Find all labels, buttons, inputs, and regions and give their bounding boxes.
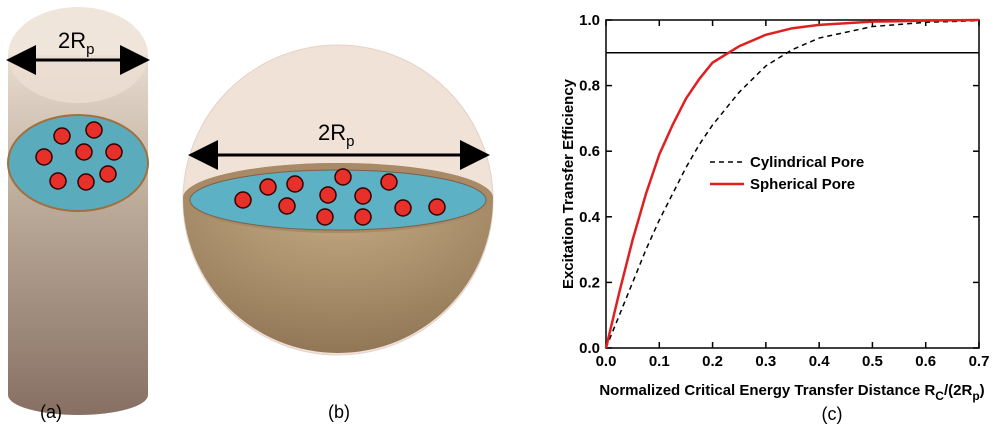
y-tick-label: 0.0	[579, 340, 600, 357]
figure: 2Rp (a) 2Rp (b) Excitation Transfer Effi…	[0, 0, 1005, 432]
panel-label: (c)	[822, 404, 843, 424]
cylinder-diagram: 2Rp (a)	[8, 7, 148, 422]
x-tick-label: 0.5	[862, 353, 883, 370]
x-tick-label: 0.3	[755, 353, 776, 370]
y-tick-label: 0.4	[579, 209, 601, 226]
x-tick-label: 0.7	[969, 353, 990, 370]
y-tick-label: 0.8	[579, 78, 600, 95]
y-tick-label: 1.0	[579, 12, 600, 29]
x-axis-label: Normalized Critical Energy Transfer Dist…	[599, 382, 984, 403]
y-tick-label: 0.2	[579, 274, 600, 291]
legend-label: Cylindrical Pore	[750, 154, 864, 171]
chart: Excitation Transfer Efficiency Normalize…	[560, 12, 989, 424]
x-tick-label: 0.1	[649, 353, 670, 370]
y-tick-label: 0.6	[579, 143, 600, 160]
legend-label: Spherical Pore	[750, 176, 855, 193]
y-axis-label: Excitation Transfer Efficiency	[560, 78, 577, 289]
x-tick-label: 0.4	[809, 353, 831, 370]
x-tick-label: 0.2	[702, 353, 723, 370]
panel-label: (b)	[328, 402, 350, 422]
panel-label: (a)	[40, 402, 62, 422]
sphere-diagram: 2Rp (b)	[183, 45, 493, 422]
x-tick-label: 0.6	[915, 353, 936, 370]
